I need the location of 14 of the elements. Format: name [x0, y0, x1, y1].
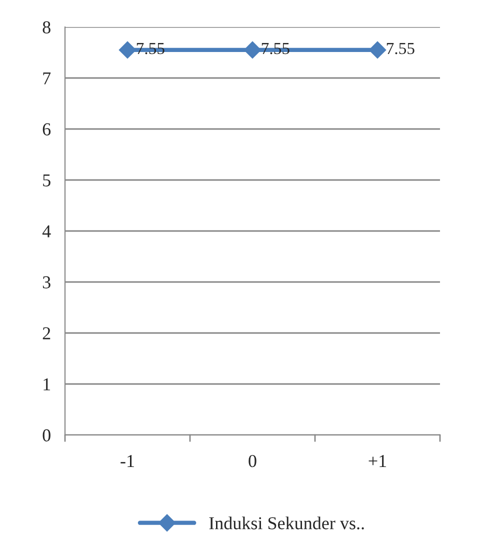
y-tick-label: 5 — [43, 174, 50, 186]
y-tick-label: 8 — [42, 21, 50, 34]
x-tick-label: -1 — [120, 455, 134, 467]
legend-label: Induksi Sekunder vs.. — [209, 516, 364, 530]
y-tick-label: 4 — [42, 225, 51, 238]
y-tick-label: 6 — [42, 123, 51, 136]
y-tick-label: 3 — [42, 276, 50, 288]
y-tick-label: 7 — [43, 72, 51, 84]
x-tick-label: +1 — [368, 455, 386, 467]
y-tick-label: 2 — [42, 327, 50, 340]
y-tick-label: 0 — [42, 429, 50, 442]
x-tick-label: 0 — [248, 454, 256, 468]
data-label: 7.55 — [386, 43, 414, 54]
y-tick-label: 1 — [44, 378, 50, 390]
